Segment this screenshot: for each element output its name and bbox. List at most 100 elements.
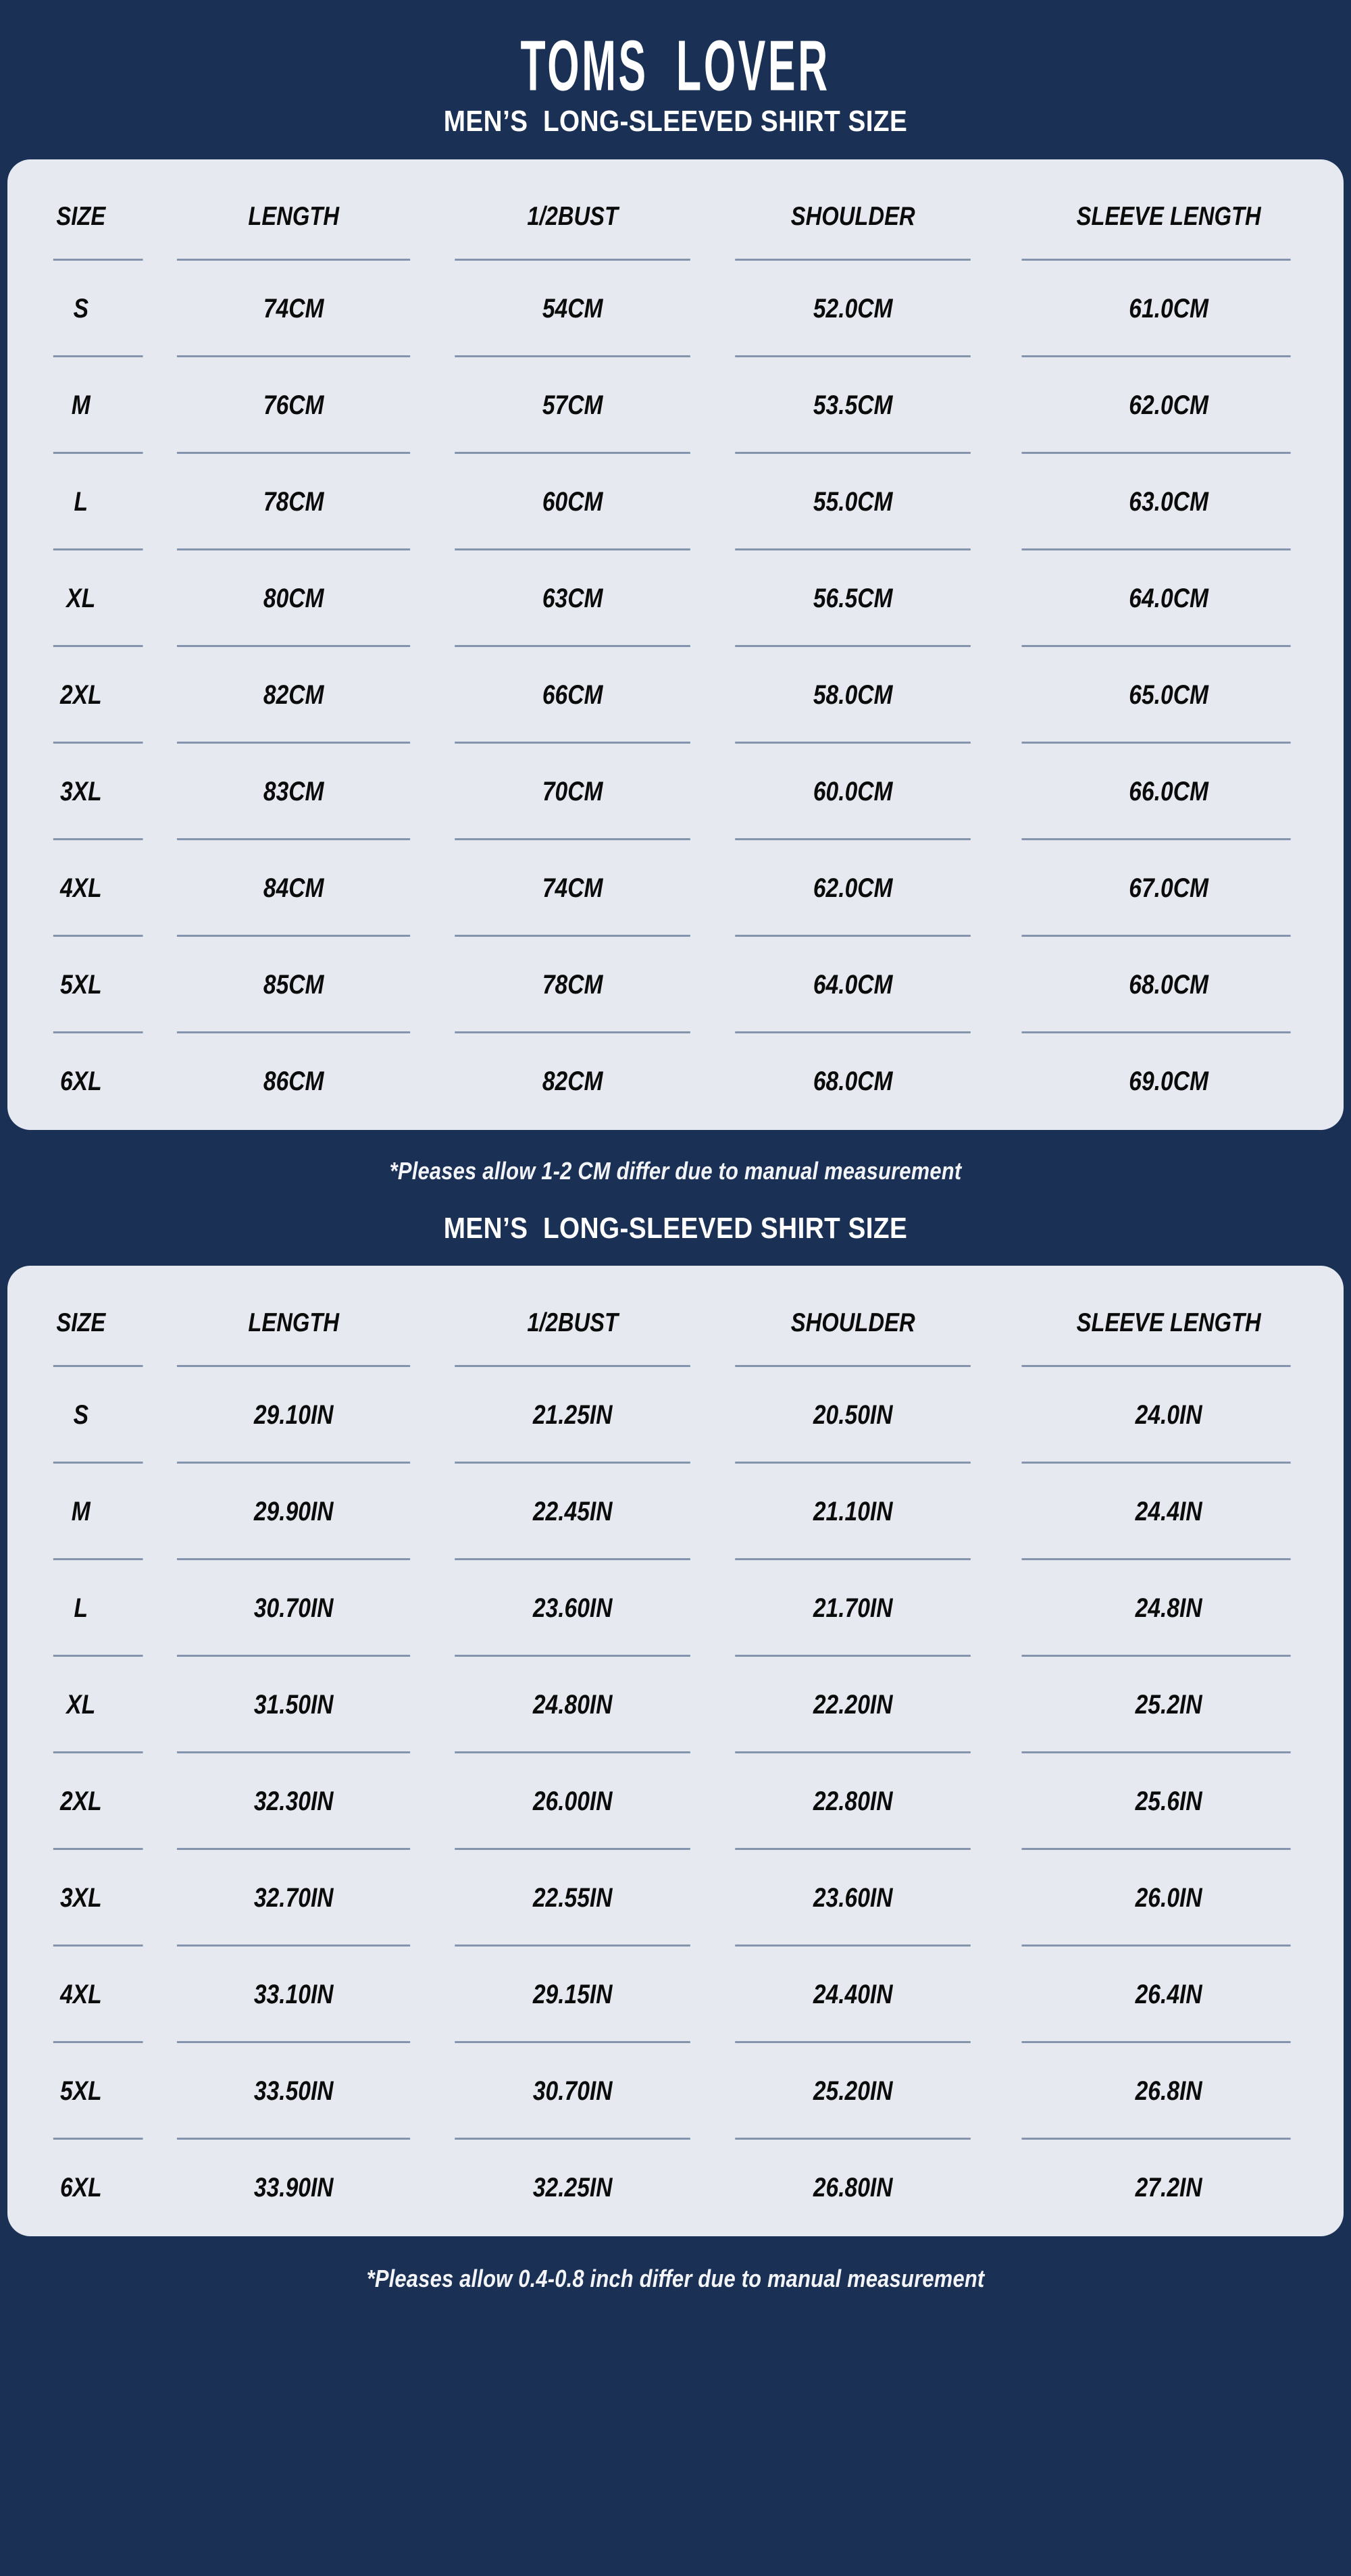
cell-size: 3XL (19, 1850, 143, 1947)
cell-sleeve: 24.4IN (1021, 1464, 1315, 1560)
cell-length: 33.10IN (176, 1947, 411, 2043)
cell-length: 33.90IN (253, 2172, 334, 2203)
cell-shoulder: 55.0CM (735, 454, 971, 551)
cell-shoulder: 52.0CM (735, 261, 971, 358)
cell-length: 32.30IN (176, 1753, 411, 1850)
column-header-shoulder: SHOULDER (735, 159, 971, 261)
cell-length: 30.70IN (176, 1560, 411, 1657)
cell-bust: 30.70IN (455, 2043, 691, 2140)
cell-shoulder: 56.5CM (735, 550, 971, 648)
measurement-note-in: *Pleases allow 0.4-0.8 inch differ due t… (366, 2264, 985, 2292)
cell-bust: 21.25IN (455, 1367, 691, 1464)
table-row: 2XL 82CM 66CM 58.0CM 65.0CM (7, 647, 1344, 744)
column-header-shoulder: SHOULDER (735, 1266, 971, 1367)
cell-sleeve: 69.0CM (1129, 1066, 1208, 1097)
brand-header: TOMS LOVER (0, 0, 1351, 101)
table-head-in: SIZE LENGTH 1/2BUST SHOULDER SLEEVE LENG… (7, 1266, 1344, 1367)
cell-sleeve: 24.0IN (1021, 1367, 1315, 1464)
cell-length: 33.50IN (176, 2043, 411, 2140)
cell-sleeve: 66.0CM (1021, 744, 1315, 841)
cell-length: 29.90IN (176, 1464, 411, 1560)
table-row: 4XL 33.10IN 29.15IN 24.40IN 26.4IN (7, 1947, 1344, 2043)
cell-length: 84CM (176, 840, 411, 937)
table-row: 5XL 33.50IN 30.70IN 25.20IN 26.8IN (7, 2043, 1344, 2140)
cell-sleeve: 68.0CM (1021, 937, 1315, 1034)
cell-shoulder: 68.0CM (813, 1066, 893, 1097)
brand-logo: TOMS LOVER (520, 25, 831, 106)
cell-shoulder: 58.0CM (735, 647, 971, 744)
cell-size: M (19, 357, 143, 455)
cell-size: 6XL (59, 2172, 102, 2203)
cell-sleeve: 65.0CM (1021, 647, 1315, 744)
cell-length: 85CM (176, 937, 411, 1034)
size-table-in: SIZE LENGTH 1/2BUST SHOULDER SLEEVE LENG… (7, 1266, 1344, 2236)
table-row: XL 31.50IN 24.80IN 22.20IN 25.2IN (7, 1657, 1344, 1753)
cell-length: 78CM (176, 454, 411, 551)
table-row: S 74CM 54CM 52.0CM 61.0CM (7, 261, 1344, 358)
table-body-cm: S 74CM 54CM 52.0CM 61.0CM M 76CM 57CM 53… (7, 261, 1344, 1130)
cell-sleeve: 64.0CM (1021, 550, 1315, 648)
table-row: 3XL 83CM 70CM 60.0CM 66.0CM (7, 744, 1344, 841)
cell-shoulder: 62.0CM (735, 840, 971, 937)
cell-shoulder: 22.20IN (735, 1657, 971, 1753)
cell-bust: 26.00IN (455, 1753, 691, 1850)
cell-sleeve: 26.0IN (1021, 1850, 1315, 1947)
cell-size: S (19, 261, 143, 358)
cell-length: 76CM (176, 357, 411, 455)
cell-shoulder: 26.80IN (813, 2172, 893, 2203)
cell-bust: 22.45IN (455, 1464, 691, 1560)
cell-sleeve: 25.2IN (1021, 1657, 1315, 1753)
cell-length: 29.10IN (176, 1367, 411, 1464)
cell-size: 5XL (19, 937, 143, 1034)
cell-shoulder: 20.50IN (735, 1367, 971, 1464)
cell-bust: 70CM (455, 744, 691, 841)
cell-length: 80CM (176, 550, 411, 648)
table-row: M 76CM 57CM 53.5CM 62.0CM (7, 357, 1344, 455)
table-row: XL 80CM 63CM 56.5CM 64.0CM (7, 550, 1344, 648)
cell-size: 3XL (19, 744, 143, 841)
table-row: L 78CM 60CM 55.0CM 63.0CM (7, 454, 1344, 551)
table-row: 2XL 32.30IN 26.00IN 22.80IN 25.6IN (7, 1753, 1344, 1850)
column-header-sleeve-length: SLEEVE LENGTH (1021, 159, 1315, 261)
cell-size: M (19, 1464, 143, 1560)
cell-bust: 60CM (455, 454, 691, 551)
cell-shoulder: 53.5CM (735, 357, 971, 455)
table-row: 4XL 84CM 74CM 62.0CM 67.0CM (7, 840, 1344, 937)
cell-shoulder: 21.70IN (735, 1560, 971, 1657)
column-header-size: SIZE (19, 159, 143, 261)
table-head-cm: SIZE LENGTH 1/2BUST SHOULDER SLEEVE LENG… (7, 159, 1344, 261)
cell-bust: 22.55IN (455, 1850, 691, 1947)
measurement-note-cm: *Pleases allow 1-2 CM differ due to manu… (389, 1157, 962, 1185)
size-table-card-in: SIZE LENGTH 1/2BUST SHOULDER SLEEVE LENG… (7, 1265, 1344, 2236)
cell-length: 86CM (263, 1066, 324, 1097)
cell-shoulder: 64.0CM (735, 937, 971, 1034)
cell-shoulder: 21.10IN (735, 1464, 971, 1560)
cell-sleeve: 24.8IN (1021, 1560, 1315, 1657)
cell-length: 32.70IN (176, 1850, 411, 1947)
cell-size: 4XL (19, 840, 143, 937)
cell-shoulder: 23.60IN (735, 1850, 971, 1947)
table-header-row: SIZE LENGTH 1/2BUST SHOULDER SLEEVE LENG… (7, 159, 1344, 261)
cell-length: 31.50IN (176, 1657, 411, 1753)
cell-shoulder: 22.80IN (735, 1753, 971, 1850)
cell-bust: 74CM (455, 840, 691, 937)
cell-bust: 23.60IN (455, 1560, 691, 1657)
cell-size: 4XL (19, 1947, 143, 2043)
cell-bust: 24.80IN (455, 1657, 691, 1753)
table-row: L 30.70IN 23.60IN 21.70IN 24.8IN (7, 1560, 1344, 1657)
cell-shoulder: 24.40IN (735, 1947, 971, 2043)
cell-shoulder: 25.20IN (735, 2043, 971, 2140)
cell-size: XL (19, 1657, 143, 1753)
table-row: M 29.90IN 22.45IN 21.10IN 24.4IN (7, 1464, 1344, 1560)
cell-size: L (19, 1560, 143, 1657)
cell-bust: 29.15IN (455, 1947, 691, 2043)
cell-bust: 66CM (455, 647, 691, 744)
cell-bust: 78CM (455, 937, 691, 1034)
column-header-half-bust: 1/2BUST (455, 159, 691, 261)
column-header-half-bust: 1/2BUST (455, 1266, 691, 1367)
cell-size: XL (19, 550, 143, 648)
cell-sleeve: 63.0CM (1021, 454, 1315, 551)
cell-sleeve: 62.0CM (1021, 357, 1315, 455)
cell-length: 82CM (176, 647, 411, 744)
